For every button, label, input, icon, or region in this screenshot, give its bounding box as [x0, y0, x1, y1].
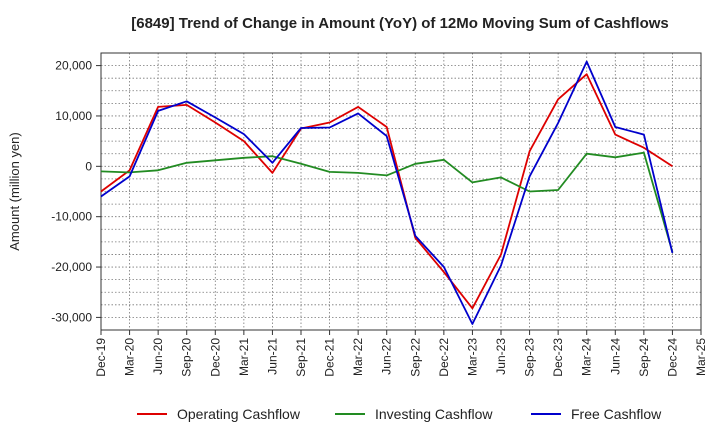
series-line-investing-cashflow	[100, 151, 674, 253]
series-line-free-cashflow	[100, 60, 674, 325]
x-tick-label: Sep-22	[408, 338, 422, 377]
x-tick-label: Sep-21	[294, 338, 308, 377]
x-tick-label: Dec-22	[437, 338, 451, 377]
y-axis: 20,000 10,000 0 -10,000 -20,000 -30,000	[51, 59, 101, 324]
x-tick-label: Sep-24	[637, 338, 651, 377]
x-tick-label: Dec-23	[551, 338, 565, 377]
legend-label: Operating Cashflow	[177, 406, 301, 422]
x-tick-label: Jun-24	[608, 338, 622, 375]
legend-label: Free Cashflow	[571, 406, 662, 422]
y-axis-label: Amount (million yen)	[7, 132, 22, 251]
y-tick-label: -20,000	[51, 260, 92, 274]
y-tick-label: 0	[85, 159, 92, 173]
y-tick-label: 20,000	[55, 59, 92, 73]
x-tick-label: Dec-21	[323, 338, 337, 377]
x-tick-label: Mar-22	[351, 338, 365, 376]
x-tick-label: Jun-22	[380, 338, 394, 375]
x-tick-label: Mar-20	[123, 338, 137, 376]
y-tick-label: 10,000	[55, 109, 92, 123]
legend-label: Investing Cashflow	[375, 406, 493, 422]
x-tick-label: Mar-25	[694, 338, 708, 376]
x-tick-label: Jun-23	[494, 338, 508, 375]
x-tick-label: Mar-23	[465, 338, 479, 376]
x-tick-label: Mar-21	[237, 338, 251, 376]
series-lines	[100, 60, 674, 325]
x-axis: Dec-19 Mar-20 Jun-20 Sep-20 Dec-20 Mar-21 Jun-…	[94, 330, 708, 377]
x-tick-label: Mar-24	[580, 338, 594, 376]
legend: Operating Cashflow Investing Cashflow Free…	[137, 406, 662, 422]
x-tick-label: Dec-24	[665, 338, 679, 377]
x-tick-label: Jun-21	[265, 338, 279, 375]
y-tick-label: -30,000	[51, 310, 92, 324]
x-tick-label: Dec-19	[94, 338, 108, 377]
chart-title: [6849] Trend of Change in Amount (YoY) o…	[131, 15, 669, 32]
x-tick-label: Sep-20	[180, 338, 194, 377]
plot-frame	[100, 52, 702, 331]
x-tick-label: Sep-23	[523, 338, 537, 377]
x-tick-label: Jun-20	[151, 338, 165, 375]
x-tick-label: Dec-20	[208, 338, 222, 377]
y-tick-label: -10,000	[51, 210, 92, 224]
grid	[100, 53, 702, 330]
